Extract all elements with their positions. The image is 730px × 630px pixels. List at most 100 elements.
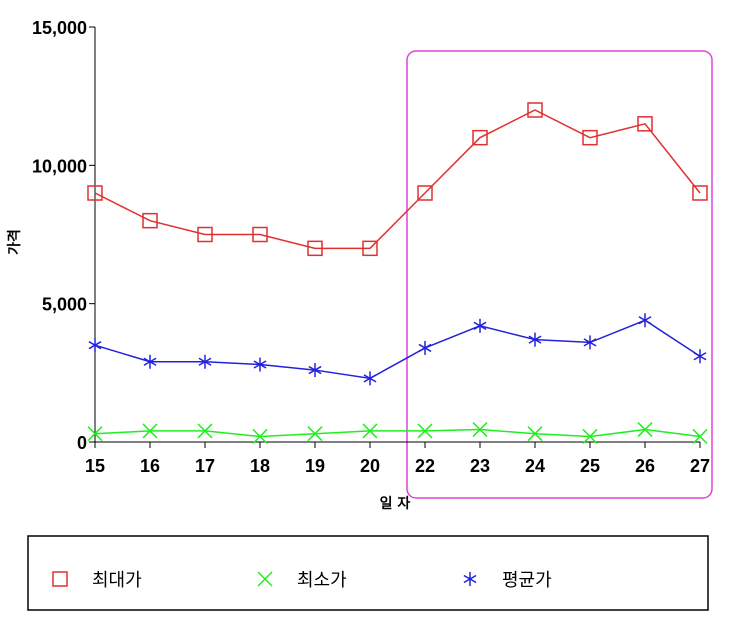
data-point (582, 428, 598, 444)
data-point (693, 349, 707, 364)
data-point (637, 422, 653, 438)
data-point (638, 313, 652, 328)
y-tick-label: 10,000 (32, 156, 87, 176)
data-point (363, 371, 377, 386)
legend-label: 최소가 (297, 570, 347, 591)
data-point (87, 426, 103, 442)
legend-item: 최소가 (257, 570, 347, 591)
y-tick-label: 15,000 (32, 18, 87, 38)
square-shape (197, 226, 213, 243)
x-stroke (197, 423, 213, 439)
square-shape (362, 240, 378, 257)
square-icon (52, 571, 68, 587)
square-shape (87, 185, 103, 201)
data-point (582, 129, 598, 146)
data-point (417, 423, 433, 439)
x-stroke (87, 426, 103, 442)
data-point (473, 318, 487, 333)
data-point (198, 354, 212, 369)
y-tick-label: 0 (77, 433, 87, 453)
legend-item: 평균가 (463, 570, 552, 591)
data-point (472, 422, 488, 438)
series-1 (87, 102, 708, 257)
data-point (253, 357, 267, 372)
square-shape (472, 129, 488, 146)
data-point (362, 423, 378, 439)
x-stroke (362, 423, 378, 439)
asterisk-stroke (473, 321, 487, 330)
asterisk-icon (463, 572, 477, 586)
data-point (88, 338, 102, 353)
square-shape (637, 116, 653, 132)
data-point (308, 363, 322, 378)
series-line (94, 428, 701, 438)
x-icon (257, 571, 273, 587)
legend-box (27, 535, 709, 611)
data-point (252, 226, 268, 243)
asterisk-stroke (198, 357, 212, 366)
x-tick-label: 26 (635, 456, 655, 476)
square-shape (252, 226, 268, 243)
series-line (94, 319, 701, 380)
asterisk-stroke (693, 352, 707, 361)
x-tick-label: 16 (140, 456, 160, 476)
x-stroke (472, 422, 488, 438)
square-shape (582, 129, 598, 146)
x-stroke (527, 426, 543, 442)
data-point (252, 428, 268, 444)
x-stroke (417, 423, 433, 439)
x-tick-label: 25 (580, 456, 600, 476)
x-tick-label: 15 (85, 456, 105, 476)
plot-area (406, 50, 713, 499)
data-point (143, 354, 157, 369)
data-point (527, 102, 543, 118)
x-stroke (257, 571, 273, 587)
data-point (197, 423, 213, 439)
x-tick-label: 19 (305, 456, 325, 476)
x-tick-label: 18 (250, 456, 270, 476)
x-axis-title: 일 자 (380, 496, 411, 512)
series-2 (87, 422, 708, 444)
x-tick-label: 17 (195, 456, 215, 476)
legend-label: 평균가 (502, 570, 552, 591)
asterisk-stroke (638, 316, 652, 325)
x-tick-label: 27 (690, 456, 710, 476)
x-tick-label: 22 (415, 456, 435, 476)
data-point (583, 335, 597, 350)
data-point (362, 240, 378, 257)
asterisk-stroke (253, 360, 267, 369)
x-stroke (307, 426, 323, 442)
data-point (307, 240, 323, 257)
square-shape (527, 102, 543, 118)
y-axis-title: 가격 (6, 229, 23, 255)
asterisk-stroke (88, 341, 102, 350)
square-shape (307, 240, 323, 257)
data-point (692, 185, 708, 201)
data-point (87, 185, 103, 201)
series (87, 102, 708, 444)
square-shape (142, 212, 158, 229)
square-shape (692, 185, 708, 201)
axes (94, 27, 700, 443)
series-line (94, 109, 701, 250)
x-tick-label: 23 (470, 456, 490, 476)
asterisk-stroke (463, 574, 477, 584)
x-stroke (692, 428, 708, 444)
asterisk-stroke (308, 365, 322, 375)
data-point (307, 426, 323, 442)
ticks: 0 5,000 10,000 15,000 15 16 17 18 19 20 22 23 24 25 26… (32, 18, 710, 476)
data-point (637, 116, 653, 132)
x-stroke (637, 422, 653, 438)
series-3 (88, 313, 707, 386)
legend-label: 최대가 (92, 570, 142, 591)
x-tick-label: 24 (525, 456, 545, 476)
x-stroke (252, 428, 268, 444)
asterisk-stroke (418, 343, 432, 353)
x-tick-label: 20 (360, 456, 380, 476)
data-point (528, 332, 542, 347)
x-stroke (142, 423, 158, 439)
data-point (472, 129, 488, 146)
data-point (527, 426, 543, 442)
legend-item: 최대가 (52, 570, 142, 591)
